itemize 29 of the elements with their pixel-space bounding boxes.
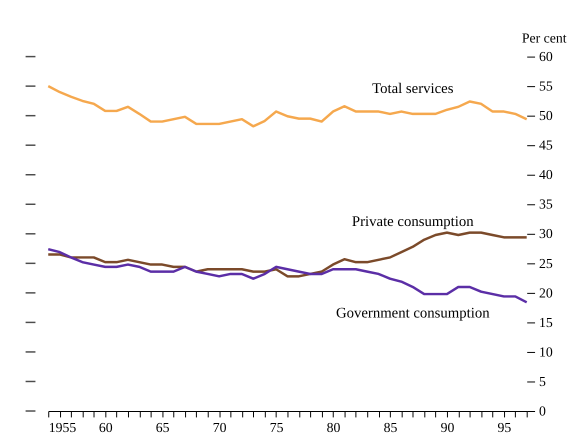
line-series (47, 248, 528, 304)
x-tick-label: 70 (212, 420, 227, 436)
y-tick-label: 10 (539, 344, 553, 360)
y-tick-label: 30 (539, 226, 553, 242)
x-tick-label: 65 (156, 420, 170, 436)
y-tick-label: 60 (539, 49, 553, 64)
x-tick-label: 90 (440, 420, 454, 436)
y-tick-label: 40 (539, 167, 553, 182)
series-label: Private consumption (352, 214, 474, 230)
y-axis-title: Per cent (522, 30, 567, 46)
y-tick-label: 15 (539, 314, 553, 330)
line-series (47, 231, 528, 278)
y-tick-label: 5 (539, 374, 546, 389)
y-tick-label: 50 (539, 108, 553, 124)
x-tick-label: 85 (384, 420, 398, 436)
series-label: Government consumption (336, 305, 490, 322)
y-tick-label: 25 (539, 256, 553, 271)
line-series (47, 84, 528, 128)
y-tick-label: 0 (539, 403, 546, 418)
y-tick-label: 55 (539, 78, 553, 94)
x-tick-label: 80 (326, 420, 341, 436)
x-tick-label: 60 (98, 420, 113, 436)
y-tick-label: 20 (539, 285, 553, 300)
x-tick-label: 1955 (48, 420, 76, 436)
x-tick-label: 95 (498, 420, 512, 436)
series-label: Total services (372, 81, 454, 98)
y-tick-label: 35 (539, 196, 553, 212)
x-tick-label: 75 (270, 420, 284, 436)
y-tick-label: 45 (539, 138, 553, 153)
